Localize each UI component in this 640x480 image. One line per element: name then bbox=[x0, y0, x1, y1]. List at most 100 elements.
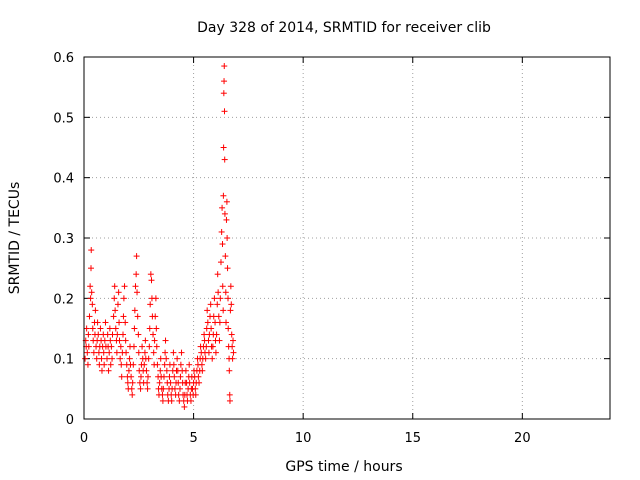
y-tick-label: 0.1 bbox=[53, 353, 74, 368]
data-point bbox=[223, 216, 230, 223]
data-point bbox=[129, 379, 136, 386]
data-point bbox=[85, 343, 92, 350]
data-point bbox=[84, 361, 91, 368]
data-point bbox=[208, 325, 215, 332]
data-point bbox=[199, 367, 206, 374]
data-point bbox=[129, 391, 136, 398]
data-point bbox=[160, 385, 167, 392]
data-point bbox=[89, 325, 96, 332]
data-point bbox=[211, 295, 218, 302]
data-point bbox=[201, 331, 208, 338]
data-point bbox=[105, 367, 112, 374]
data-point bbox=[98, 355, 105, 362]
data-point bbox=[229, 343, 236, 350]
chart-title: Day 328 of 2014, SRMTID for receiver cli… bbox=[197, 20, 491, 36]
data-point bbox=[113, 349, 120, 356]
data-point bbox=[225, 325, 232, 332]
data-point bbox=[157, 355, 164, 362]
data-point bbox=[171, 373, 178, 380]
data-point bbox=[144, 385, 151, 392]
data-point bbox=[216, 337, 223, 344]
data-point bbox=[228, 301, 235, 308]
data-point bbox=[212, 349, 219, 356]
data-point bbox=[122, 319, 129, 326]
data-point bbox=[97, 325, 104, 332]
y-tick-label: 0.4 bbox=[53, 172, 74, 187]
data-point bbox=[144, 379, 151, 386]
data-point bbox=[159, 397, 166, 404]
data-point bbox=[116, 319, 123, 326]
data-point bbox=[84, 349, 91, 356]
x-tick-label: 0 bbox=[80, 431, 88, 446]
data-point bbox=[224, 235, 231, 241]
data-point bbox=[223, 198, 230, 205]
y-tick-label: 0.5 bbox=[53, 111, 74, 126]
data-point bbox=[159, 391, 166, 398]
x-axis-label: GPS time / hours bbox=[285, 459, 402, 475]
y-tick-label: 0 bbox=[66, 413, 74, 428]
data-point bbox=[150, 349, 157, 356]
data-point bbox=[144, 373, 151, 380]
data-point bbox=[177, 373, 184, 380]
data-point bbox=[112, 325, 119, 332]
data-point bbox=[94, 319, 101, 326]
data-point bbox=[214, 271, 221, 278]
data-point bbox=[153, 325, 160, 332]
data-point bbox=[152, 313, 159, 320]
data-point bbox=[131, 325, 138, 332]
data-point bbox=[88, 265, 95, 272]
data-point bbox=[111, 295, 118, 302]
data-point bbox=[162, 337, 169, 344]
data-point bbox=[110, 313, 117, 320]
data-point bbox=[174, 355, 181, 362]
y-tick-label: 0.6 bbox=[53, 51, 74, 66]
data-point bbox=[178, 349, 185, 356]
data-point bbox=[161, 361, 168, 368]
tick-layer: 0 0.1 0.2 0.3 0.4 0.5 0.6 0 5 10 15 20 bbox=[53, 51, 610, 446]
data-point bbox=[89, 301, 96, 308]
data-point bbox=[171, 385, 178, 392]
data-point bbox=[153, 343, 160, 350]
data-point bbox=[128, 373, 135, 380]
data-point bbox=[192, 391, 199, 398]
data-point bbox=[217, 295, 224, 302]
data-point bbox=[147, 301, 154, 308]
data-point bbox=[170, 361, 177, 368]
data-point bbox=[177, 361, 184, 368]
data-point bbox=[186, 361, 193, 368]
data-point bbox=[151, 337, 158, 344]
data-point bbox=[221, 78, 228, 85]
data-point bbox=[123, 349, 130, 356]
data-point bbox=[198, 361, 205, 368]
data-point bbox=[219, 241, 226, 248]
data-point bbox=[120, 295, 127, 302]
data-point bbox=[217, 259, 224, 266]
data-point bbox=[117, 343, 124, 350]
data-point bbox=[221, 210, 228, 217]
data-point bbox=[170, 349, 177, 356]
data-point bbox=[137, 385, 144, 392]
data-point bbox=[137, 373, 144, 380]
data-point bbox=[100, 349, 107, 356]
data-point bbox=[134, 313, 141, 320]
data-point bbox=[109, 355, 116, 362]
data-point bbox=[150, 331, 157, 338]
data-point bbox=[141, 349, 148, 356]
data-point bbox=[196, 379, 203, 386]
data-point bbox=[102, 319, 109, 326]
data-point bbox=[157, 367, 164, 374]
data-point bbox=[82, 355, 89, 362]
data-point bbox=[107, 361, 114, 368]
data-point bbox=[121, 283, 128, 290]
data-point bbox=[134, 289, 141, 296]
data-point bbox=[139, 343, 146, 350]
data-point bbox=[83, 325, 90, 332]
data-points bbox=[82, 63, 237, 410]
data-point bbox=[230, 349, 237, 356]
data-point bbox=[148, 277, 155, 284]
data-point bbox=[182, 367, 189, 374]
y-tick-label: 0.3 bbox=[53, 232, 74, 247]
data-point bbox=[230, 337, 237, 344]
data-point bbox=[154, 361, 161, 368]
data-point bbox=[88, 247, 95, 254]
